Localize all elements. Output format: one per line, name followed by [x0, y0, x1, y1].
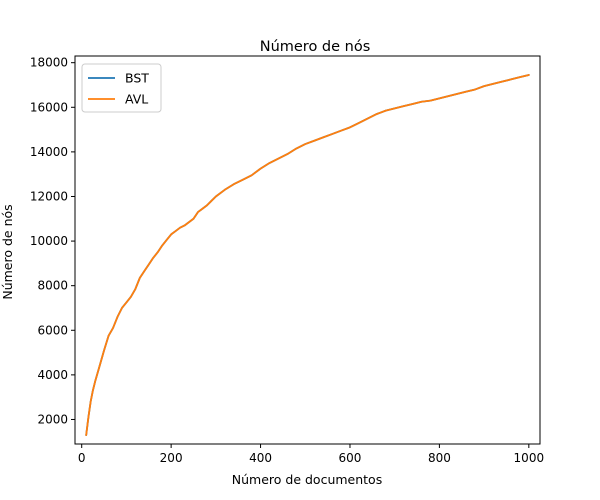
y-tick-label: 14000 — [30, 145, 68, 159]
y-axis-ticks: 2000 4000 6000 8000 10000 12000 14000 16000 1800… — [30, 56, 75, 426]
plot-area: 0 200 400 600 800 1000 2000 4000 6000 8000 10000 1… — [30, 55, 544, 465]
series-line-avl — [85, 74, 530, 436]
x-tick-label: 800 — [428, 451, 451, 465]
x-axis-label: Número de documentos — [232, 472, 382, 487]
y-tick-label: 18000 — [30, 56, 68, 70]
y-tick-label: 8000 — [37, 279, 68, 293]
y-axis-label: Número de nós — [0, 204, 15, 299]
y-tick-label: 16000 — [30, 100, 68, 114]
x-axis-ticks: 0 200 400 600 800 1000 — [78, 444, 544, 465]
x-tick-label: 400 — [249, 451, 272, 465]
legend-box — [81, 63, 162, 113]
chart-title: Número de nós — [260, 39, 371, 55]
legend-label-avl: AVL — [125, 92, 148, 107]
legend: BST AVL — [81, 63, 162, 113]
x-tick-label: 600 — [339, 451, 362, 465]
x-tick-label: 0 — [78, 451, 86, 465]
x-tick-label: 1000 — [514, 451, 545, 465]
y-tick-label: 12000 — [30, 189, 68, 203]
series-lines — [85, 74, 530, 436]
axes-frame — [74, 55, 541, 445]
y-tick-label: 2000 — [37, 412, 68, 426]
y-tick-label: 4000 — [37, 368, 68, 382]
y-tick-label: 10000 — [30, 234, 68, 248]
series-line-bst — [85, 74, 530, 436]
x-tick-label: 200 — [160, 451, 183, 465]
legend-label-bst: BST — [125, 71, 149, 86]
y-tick-label: 6000 — [37, 323, 68, 337]
